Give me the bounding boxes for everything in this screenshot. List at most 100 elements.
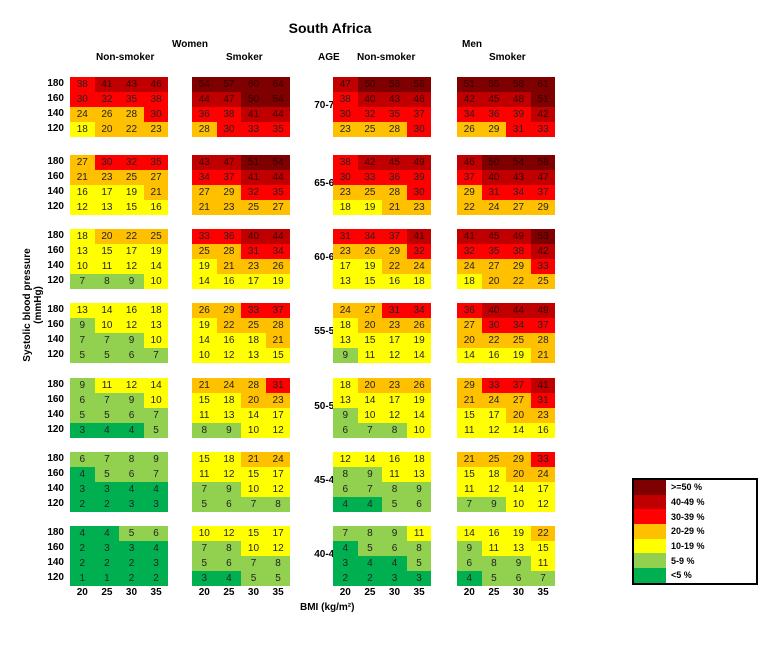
risk-cell: 7: [241, 555, 266, 571]
risk-cell: 7: [192, 540, 217, 556]
risk-cell: 13: [333, 392, 358, 408]
sbp-tick-label: 120: [47, 571, 64, 583]
risk-cell: 5: [70, 407, 95, 423]
risk-cell: 6: [382, 540, 407, 556]
risk-cell: 29: [216, 184, 242, 200]
risk-cell: 38: [216, 106, 242, 122]
risk-cell: 25: [481, 452, 507, 467]
risk-panel: 9 11 12 14 6 7 9 10 5 5 6 7 3 4 4 5: [70, 378, 169, 438]
risk-cell: 2: [119, 570, 144, 586]
risk-cell: 32: [119, 155, 144, 170]
bmi-tick-label: 25: [101, 587, 113, 598]
risk-cell: 42: [357, 155, 383, 170]
risk-cell: 9: [481, 496, 507, 512]
risk-cell: 21: [70, 169, 95, 185]
risk-cell: 2: [94, 496, 120, 512]
risk-cell: 21: [143, 184, 169, 200]
risk-cell: 49: [406, 155, 432, 170]
risk-cell: 10: [70, 258, 95, 274]
risk-panel: 46 50 54 58 37 40 43 47 29 31 34 37 22 24 27 29: [457, 155, 556, 215]
risk-cell: 44: [265, 106, 291, 122]
legend-swatch: [634, 480, 666, 495]
risk-cell: 32: [457, 243, 482, 259]
risk-cell: 22: [119, 121, 144, 137]
risk-cell: 9: [457, 540, 482, 556]
risk-cell: 19: [506, 526, 531, 541]
risk-cell: 26: [265, 258, 291, 274]
risk-cell: 7: [70, 273, 95, 289]
risk-cell: 32: [406, 243, 432, 259]
bmi-tick-label: 30: [388, 587, 401, 598]
risk-cell: 7: [94, 392, 120, 408]
risk-cell: 43: [382, 91, 407, 107]
legend-swatch: [634, 524, 666, 539]
risk-cell: 36: [192, 106, 217, 122]
risk-cell: 6: [333, 481, 358, 497]
men-header: Men: [462, 39, 482, 50]
risk-cell: 14: [457, 526, 482, 541]
risk-cell: 21: [216, 258, 242, 274]
risk-cell: 6: [119, 407, 144, 423]
risk-cell: 27: [143, 169, 169, 185]
sbp-tick-label: 120: [47, 423, 64, 435]
risk-cell: 11: [94, 258, 120, 274]
risk-panel: 33 36 40 44 25 28 31 34 19 21 23 26 14 16 17 19: [192, 229, 291, 289]
risk-cell: 9: [216, 422, 242, 438]
risk-cell: 28: [530, 332, 556, 348]
risk-cell: 6: [70, 392, 95, 408]
risk-cell: 31: [481, 184, 507, 200]
risk-cell: 23: [382, 317, 407, 333]
risk-cell: 4: [94, 422, 120, 438]
risk-cell: 6: [216, 496, 242, 512]
risk-cell: 41: [457, 229, 482, 244]
risk-cell: 19: [406, 332, 432, 348]
risk-cell: 19: [357, 258, 383, 274]
bmi-tick-label: 30: [247, 587, 260, 598]
risk-cell: 4: [357, 555, 383, 571]
risk-cell: 3: [143, 555, 169, 571]
sbp-tick-label: 180: [47, 230, 64, 241]
risk-cell: 1: [70, 570, 95, 586]
risk-cell: 51: [530, 91, 556, 107]
risk-cell: 4: [70, 526, 95, 541]
risk-cell: 35: [265, 184, 291, 200]
risk-cell: 6: [457, 555, 482, 571]
age-label: 45-49: [314, 475, 340, 486]
sbp-tick-label: 180: [47, 527, 64, 538]
risk-cell: 17: [94, 184, 120, 200]
risk-cell: 3: [119, 540, 144, 556]
sbp-tick-label: 160: [47, 393, 64, 405]
risk-cell: 7: [333, 526, 358, 541]
risk-cell: 11: [94, 378, 120, 393]
risk-cell: 44: [506, 303, 531, 318]
risk-cell: 32: [357, 106, 383, 122]
risk-cell: 7: [70, 332, 95, 348]
risk-cell: 56: [406, 77, 432, 92]
risk-cell: 3: [70, 481, 95, 497]
risk-cell: 19: [143, 243, 169, 259]
risk-cell: 7: [94, 452, 120, 467]
risk-cell: 3: [94, 481, 120, 497]
risk-cell: 20: [506, 466, 531, 482]
risk-cell: 33: [241, 121, 266, 137]
risk-cell: 28: [216, 243, 242, 259]
risk-cell: 34: [265, 243, 291, 259]
age-label: 40-44: [314, 549, 340, 560]
risk-cell: 23: [530, 407, 556, 423]
risk-cell: 16: [481, 347, 507, 363]
risk-cell: 35: [119, 91, 144, 107]
risk-cell: 42: [457, 91, 482, 107]
risk-cell: 19: [506, 347, 531, 363]
risk-cell: 33: [192, 229, 217, 244]
risk-cell: 15: [265, 347, 291, 363]
legend-item: 5-9 %: [634, 553, 756, 569]
legend-label: 10-19 %: [671, 541, 705, 552]
legend-item: 10-19 %: [634, 538, 756, 554]
risk-panel: 47 50 53 56 38 40 43 46 30 32 35 37 23 25 28 30: [333, 77, 432, 137]
risk-panel: 21 24 28 31 15 18 20 23 11 13 14 17 8 9 10 12: [192, 378, 291, 438]
risk-cell: 36: [481, 106, 507, 122]
risk-cell: 35: [481, 243, 507, 259]
risk-cell: 37: [216, 169, 242, 185]
age-label: 70-74: [314, 100, 340, 111]
risk-cell: 19: [406, 392, 432, 408]
